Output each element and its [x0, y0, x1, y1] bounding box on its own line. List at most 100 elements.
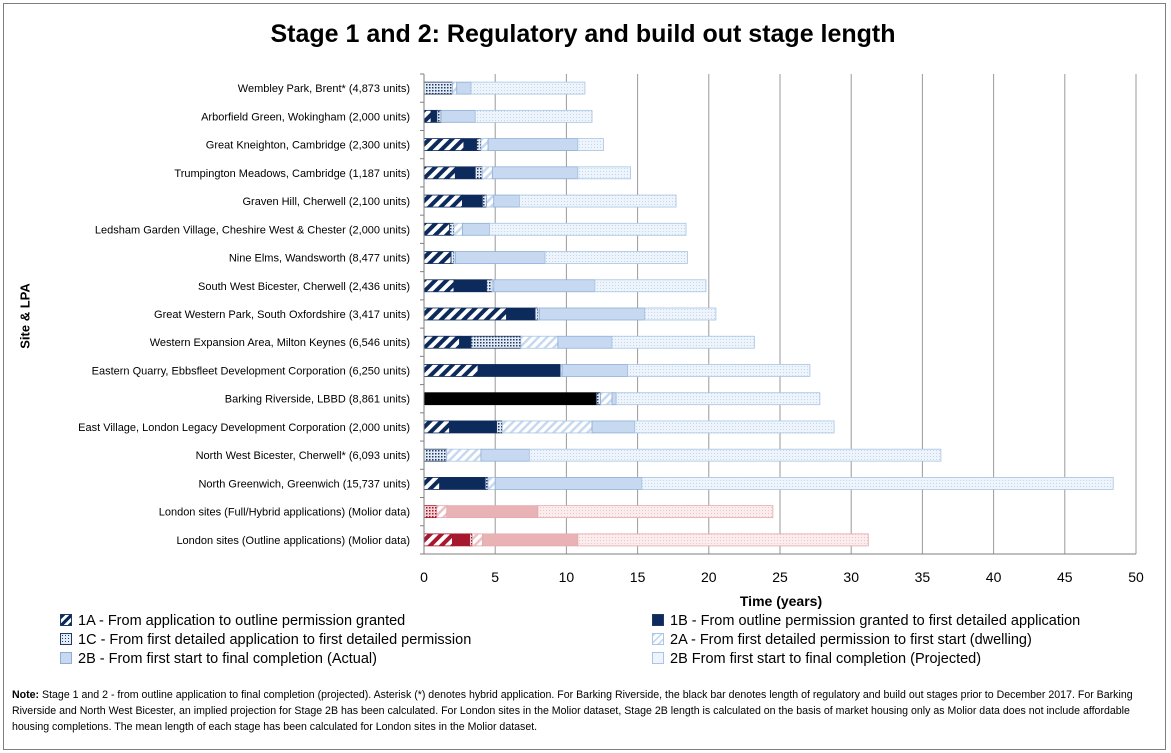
category-label: Arborfield Green, Wokingham (2,000 units…: [201, 111, 410, 123]
legend-label: 2B From first start to final completion …: [670, 651, 982, 667]
bar-segment: [423, 420, 451, 434]
bar-series: [423, 81, 1114, 547]
x-tick-label: 25: [772, 569, 788, 585]
category-label: South West Bicester, Cherwell (2,436 uni…: [198, 281, 410, 293]
bar-segment: [477, 364, 562, 377]
legend-swatch: [652, 652, 664, 664]
bar-segment: [423, 307, 507, 321]
category-label: Nine Elms, Wandsworth (8,477 units): [229, 253, 410, 265]
category-label: Western Expansion Area, Milton Keynes (6…: [150, 337, 410, 349]
bar-segment: [611, 392, 617, 406]
bar-segment: [446, 505, 539, 519]
bar-segment: [486, 279, 493, 293]
bar-segment: [436, 505, 448, 519]
bar-segment: [423, 477, 441, 490]
chart-note: Note: Stage 1 and 2 - from outline appli…: [12, 687, 1157, 735]
x-tick-label: 15: [630, 569, 646, 585]
bar-segment: [520, 335, 559, 349]
x-tick-label: 0: [420, 569, 428, 585]
bar-segment: [436, 109, 442, 123]
x-tick-label: 10: [559, 569, 575, 585]
legend-label: 2B - From first start to final completio…: [78, 651, 377, 667]
legend-swatch: [60, 633, 72, 645]
bar-segment: [480, 448, 530, 462]
category-label: East Village, London Legacy Development …: [78, 422, 410, 434]
bar-segment: [506, 307, 536, 321]
note-label: Note:: [12, 689, 40, 701]
legend-swatch: [60, 614, 72, 626]
bar-segment: [496, 420, 503, 434]
axes: [420, 73, 1136, 555]
bar-segment: [423, 279, 455, 293]
bar-segment: [470, 81, 586, 95]
bar-segment: [487, 138, 579, 151]
bar-segment: [494, 477, 643, 490]
bar-segment: [561, 364, 629, 377]
chart-title: Stage 1 and 2: Regulatory and build out …: [270, 20, 896, 48]
bar-segment: [423, 505, 438, 519]
bar-segment: [611, 335, 755, 349]
bar-segment: [453, 222, 463, 236]
bar-segment: [452, 533, 470, 547]
bar-segment: [537, 505, 774, 519]
bar-segment: [430, 109, 438, 123]
bar-segment: [577, 138, 604, 151]
x-tick-label: 5: [491, 569, 499, 585]
bar-segment: [480, 138, 489, 151]
bar-segment: [544, 251, 688, 264]
bar-segment: [481, 194, 488, 208]
legend-item: 1B - From outline permission granted to …: [652, 613, 1080, 629]
category-label: Graven Hill, Cherwell (2,100 units): [242, 196, 410, 208]
bar-segment: [634, 420, 835, 434]
bar-segment: [486, 194, 495, 208]
bar-segment: [454, 166, 476, 180]
bar-segment: [423, 222, 451, 236]
category-label: Ledsham Garden Village, Cheshire West & …: [95, 224, 410, 236]
category-label: North West Bicester, Cherwell* (6,093 un…: [196, 450, 410, 462]
bar-segment: [538, 307, 646, 321]
legend-item: 1C - From first detailed application to …: [60, 632, 471, 648]
bar-segment: [423, 166, 456, 180]
category-label: Barking Riverside, LBBD (8,861 units): [225, 394, 410, 406]
legend-swatch: [652, 633, 664, 645]
bar-segment: [439, 477, 486, 490]
bar-segment: [595, 392, 601, 406]
category-label: Eastern Quarry, Ebbsfleet Development Co…: [92, 365, 410, 377]
category-label: Great Kneighton, Cambridge (2,300 units): [206, 140, 410, 152]
bar-segment: [423, 364, 479, 377]
legend-swatch: [60, 652, 72, 664]
bar-segment: [481, 533, 579, 547]
legend-item: 2B - From first start to final completio…: [60, 651, 377, 667]
bar-segment: [449, 222, 455, 236]
x-axis-label: Time (years): [740, 593, 822, 609]
bar-segment: [449, 420, 498, 434]
bar-segment: [462, 222, 490, 236]
category-label: North Greenwich, Greenwich (15,737 units…: [198, 478, 410, 490]
bar-segment: [577, 166, 631, 180]
bar-segment: [454, 251, 546, 264]
legend-label: 1B - From outline permission granted to …: [670, 613, 1081, 629]
legend-label: 2A - From first detailed permission to f…: [670, 632, 1032, 648]
legend-item: 1A - From application to outline permiss…: [60, 613, 405, 629]
bar-segment: [493, 194, 520, 208]
gridlines: [494, 74, 1137, 554]
bar-segment: [450, 251, 455, 264]
bar-segment: [423, 81, 453, 95]
bar-segment: [474, 109, 593, 123]
x-tick-label: 50: [1128, 569, 1144, 585]
bar-segment: [528, 448, 942, 462]
bar-segment: [600, 392, 613, 406]
bar-segment: [493, 279, 596, 293]
bar-segment: [446, 448, 482, 462]
bar-segment: [462, 194, 483, 208]
x-tick-label: 35: [915, 569, 931, 585]
bar-segment: [423, 448, 448, 462]
category-label: Wembley Park, Brent* (4,873 units): [238, 83, 410, 95]
category-label: Great Western Park, South Oxfordshire (3…: [154, 309, 410, 321]
bar-segment: [484, 477, 489, 490]
bar-segment: [519, 194, 677, 208]
legend-item: 2A - From first detailed permission to f…: [652, 632, 1032, 648]
x-tick-label: 20: [701, 569, 717, 585]
bar-segment: [594, 279, 707, 293]
